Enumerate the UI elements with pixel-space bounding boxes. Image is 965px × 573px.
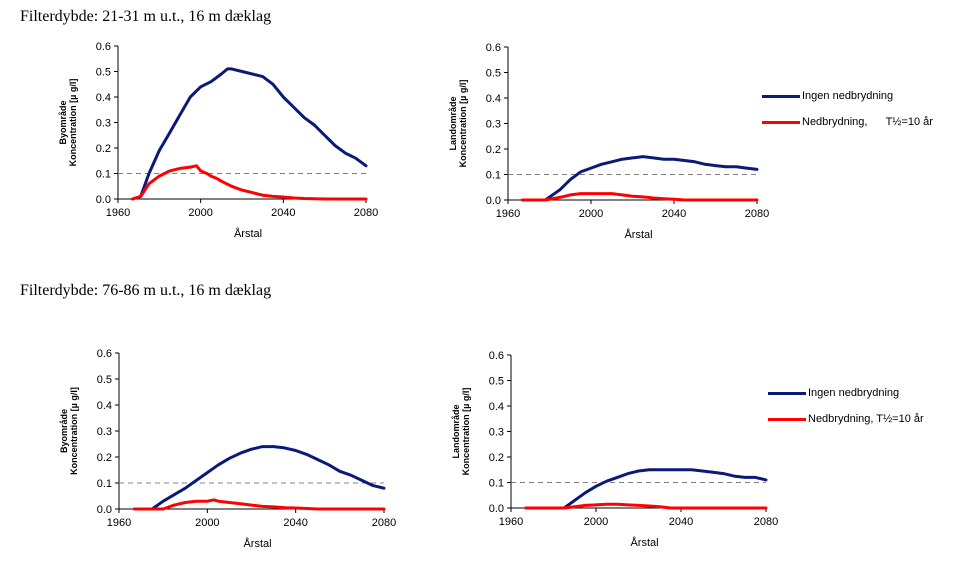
legend-swatch	[762, 120, 800, 124]
y-tick-label: 0.2	[489, 452, 504, 464]
x-tick-label: 2080	[372, 517, 396, 529]
legend-item-ingen: Ingen nedbrydning	[768, 385, 924, 401]
y-tick-label: 0.0	[486, 195, 501, 207]
y-tick-label: 0.2	[97, 452, 112, 464]
x-axis-label: Årstal	[624, 228, 652, 241]
legend-top: Ingen nedbrydning Nedbrydning, T½=10 år	[762, 88, 933, 140]
legend-label: Nedbrydning, T½=10 år	[802, 116, 933, 128]
x-tick-label: 2080	[354, 207, 378, 219]
y-tick-label: 0.6	[97, 348, 112, 360]
y-axis-label: Koncentration [µ g/l]	[461, 388, 471, 476]
x-tick-label: 1960	[496, 208, 520, 220]
x-tick-label: 2040	[271, 207, 295, 219]
legend-item-ned: Nedbrydning, T½=10 år	[768, 411, 924, 427]
x-tick-label: 2000	[195, 517, 219, 529]
x-tick-label: 1960	[499, 516, 523, 528]
y-axis-label: Byområde	[58, 100, 68, 144]
y-tick-label: 0.0	[96, 194, 111, 206]
x-tick-label: 1960	[106, 207, 130, 219]
chart-landomrade-deep: 0.0 0.1 0.2 0.3 0.4 0.5 0.6 1960 2000 2040 2080 Års…	[451, 350, 778, 549]
chart-byomrade-deep: 0.0 0.1 0.2 0.3 0.4 0.5 0.6 1960 2000 2040 2080 Års…	[59, 348, 396, 550]
y-tick-label: 0.5	[96, 67, 111, 79]
y-tick-label: 0.3	[97, 426, 112, 438]
y-tick-label: 0.2	[96, 143, 111, 155]
y-tick-label: 0.5	[97, 374, 112, 386]
y-tick-label: 0.0	[489, 503, 504, 515]
y-tick-label: 0.6	[489, 350, 504, 362]
series-line-nedbrydning	[131, 164, 368, 201]
y-axis-label: Koncentration [µ g/l]	[68, 79, 78, 167]
legend-item-ned: Nedbrydning, T½=10 år	[762, 114, 933, 130]
y-tick-label: 0.1	[96, 169, 111, 181]
x-tick-label: 2080	[745, 208, 769, 220]
x-tick-label: 2080	[754, 516, 778, 528]
y-axis-label: Byområde	[59, 409, 69, 453]
chart-byomrade-shallow: 0.0 0.1 0.2 0.3 0.4 0.5 0.6 1960 2000 2040 2080 Års…	[58, 41, 378, 240]
y-tick-label: 0.0	[97, 504, 112, 516]
y-tick-label: 0.4	[97, 400, 112, 412]
x-axis-label: Årstal	[234, 227, 262, 240]
y-tick-label: 0.3	[489, 427, 504, 439]
y-tick-label: 0.4	[486, 93, 501, 105]
y-axis-label: Landområde	[451, 404, 461, 458]
x-tick-label: 2040	[669, 516, 693, 528]
legend-label: Ingen nedbrydning	[808, 387, 900, 399]
y-tick-label: 0.1	[486, 170, 501, 182]
y-tick-label: 0.1	[97, 478, 112, 490]
legend-item-ingen: Ingen nedbrydning	[762, 88, 933, 104]
x-axis-label: Årstal	[630, 536, 658, 549]
series-line-nedbrydning	[133, 498, 386, 511]
y-tick-label: 0.5	[489, 376, 504, 388]
y-axis-label: Koncentration [µ g/l]	[69, 387, 79, 475]
x-tick-label: 2040	[662, 208, 686, 220]
legend-label: Ingen nedbrydning	[802, 90, 894, 102]
y-tick-label: 0.6	[486, 42, 501, 54]
y-axis-label: Koncentration [µ g/l]	[458, 80, 468, 168]
legend-swatch	[768, 417, 806, 421]
y-tick-label: 0.4	[96, 92, 111, 104]
series-line-nedbrydning	[521, 192, 759, 202]
x-tick-label: 2040	[283, 517, 307, 529]
legend-bottom: Ingen nedbrydning Nedbrydning, T½=10 år	[768, 385, 924, 437]
legend-swatch	[762, 94, 800, 98]
x-tick-label: 1960	[107, 517, 131, 529]
series-line-ingen-nedbrydning	[524, 468, 768, 510]
series-line-ingen-nedbrydning	[131, 67, 368, 201]
x-tick-label: 2000	[584, 516, 608, 528]
section-title-bottom: Filterdybde: 76-86 m u.t., 16 m dæklag	[20, 282, 272, 299]
x-tick-label: 2000	[579, 208, 603, 220]
y-tick-label: 0.6	[96, 41, 111, 53]
y-tick-label: 0.3	[96, 118, 111, 130]
legend-label: Nedbrydning, T½=10 år	[808, 413, 924, 425]
y-tick-label: 0.4	[489, 401, 504, 413]
y-tick-label: 0.3	[486, 119, 501, 131]
chart-landomrade-shallow: 0.0 0.1 0.2 0.3 0.4 0.5 0.6 1960 2000 2040 2080 Års…	[448, 42, 769, 241]
y-tick-label: 0.2	[486, 144, 501, 156]
series-line-nedbrydning	[524, 502, 768, 510]
x-tick-label: 2000	[188, 207, 212, 219]
y-tick-label: 0.1	[489, 478, 504, 490]
x-axis-label: Årstal	[243, 537, 271, 550]
y-tick-label: 0.5	[486, 68, 501, 80]
series-line-ingen-nedbrydning	[521, 155, 759, 202]
legend-swatch	[768, 391, 806, 395]
section-title-top: Filterdybde: 21-31 m u.t., 16 m dæklag	[20, 8, 272, 25]
series-line-ingen-nedbrydning	[133, 445, 386, 511]
y-axis-label: Landområde	[448, 96, 458, 150]
